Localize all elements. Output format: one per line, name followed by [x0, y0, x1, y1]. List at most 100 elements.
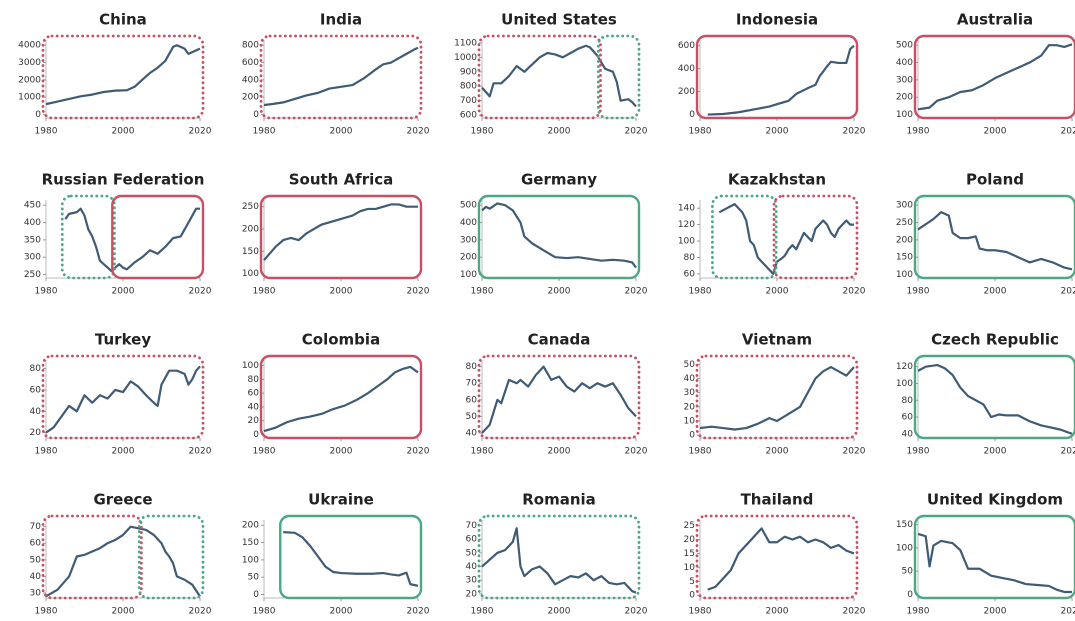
x-tick-label: 2000 — [984, 287, 1007, 297]
highlight-box — [477, 194, 641, 280]
y-tick-label: 25 — [684, 521, 695, 531]
y-tick-label: 60 — [30, 539, 42, 549]
highlight-box — [259, 194, 423, 280]
x-tick-label: 2000 — [112, 127, 135, 137]
line — [917, 363, 1073, 435]
x-tick-label: 1980 — [471, 287, 494, 297]
y-tick-label: 200 — [242, 224, 259, 234]
y-tick-label: 250 — [24, 270, 41, 280]
line — [707, 527, 855, 591]
y-tick-label: 0 — [689, 110, 695, 120]
x-tick-label: 2000 — [112, 607, 135, 617]
y-tick-label: 50 — [248, 573, 260, 583]
y-tick-label: 700 — [460, 96, 477, 106]
x-tick-label: 2000 — [112, 447, 135, 457]
y-tick-label: 20 — [684, 402, 696, 412]
chart-title: Colombia — [302, 331, 380, 349]
chart-title: Russian Federation — [42, 171, 205, 189]
x-tick-label: 1980 — [907, 607, 930, 617]
y-tick-label: 100 — [242, 361, 259, 371]
y-tick-label: 400 — [896, 58, 913, 68]
x-tick-label: 1980 — [689, 287, 712, 297]
y-tick-label: 100 — [896, 379, 913, 389]
chart-title: Kazakhstan — [728, 171, 826, 189]
y-tick-label: 80 — [466, 362, 478, 372]
chart-title: Romania — [522, 491, 596, 509]
y-tick-label: 40 — [466, 429, 478, 439]
x-tick-label: 2020 — [1061, 287, 1075, 297]
y-tick-label: 0 — [35, 110, 41, 120]
y-tick-label: 80 — [248, 375, 260, 385]
y-tick-label: 3000 — [18, 58, 41, 68]
y-tick-label: 50 — [30, 555, 42, 565]
y-tick-label: 400 — [678, 64, 695, 74]
y-tick-label: 900 — [460, 67, 477, 77]
highlight-box — [695, 34, 859, 120]
highlight-box — [772, 194, 859, 280]
y-tick-label: 60 — [466, 535, 478, 545]
y-tick-label: 200 — [242, 521, 259, 531]
line — [481, 44, 637, 108]
chart-title: Greece — [93, 491, 152, 509]
y-tick-label: 30 — [684, 388, 696, 398]
y-tick-label: 100 — [896, 110, 913, 120]
y-tick-label: 0 — [907, 590, 913, 600]
y-tick-label: 4000 — [18, 41, 41, 51]
y-tick-label: 0 — [689, 431, 695, 441]
chart-title: Czech Republic — [931, 331, 1059, 349]
x-tick-label: 1980 — [35, 447, 58, 457]
highlight-box — [477, 34, 602, 120]
y-tick-label: 200 — [460, 253, 477, 263]
chart-title: Ukraine — [308, 491, 374, 509]
x-tick-label: 2000 — [330, 287, 353, 297]
y-tick-label: 15 — [684, 549, 695, 559]
x-tick-label: 1980 — [471, 607, 494, 617]
x-tick-label: 2020 — [625, 607, 648, 617]
highlight-box — [41, 354, 205, 440]
highlight-box — [695, 514, 859, 600]
y-tick-label: 70 — [466, 521, 478, 531]
x-tick-label: 2000 — [330, 607, 353, 617]
y-tick-label: 300 — [24, 253, 41, 263]
y-tick-label: 150 — [242, 538, 259, 548]
line — [283, 531, 419, 587]
x-tick-label: 2000 — [984, 607, 1007, 617]
y-tick-label: 200 — [896, 93, 913, 103]
highlight-box — [111, 194, 205, 280]
x-tick-label: 1980 — [35, 607, 58, 617]
x-tick-label: 2020 — [407, 607, 430, 617]
highlight-box — [695, 354, 859, 440]
y-tick-label: 100 — [242, 269, 259, 279]
highlight-box — [913, 194, 1075, 280]
y-tick-label: 50 — [684, 360, 696, 370]
y-tick-label: 120 — [896, 362, 913, 372]
line — [699, 365, 855, 431]
line — [481, 527, 637, 594]
chart-title: Poland — [966, 171, 1024, 189]
y-tick-label: 30 — [466, 576, 478, 586]
y-tick-label: 600 — [460, 111, 477, 121]
y-tick-label: 800 — [242, 41, 259, 51]
y-tick-label: 80 — [30, 364, 42, 374]
y-tick-label: 50 — [466, 548, 478, 558]
y-tick-label: 60 — [684, 269, 696, 279]
y-tick-label: 250 — [896, 218, 913, 228]
x-tick-label: 1980 — [907, 127, 930, 137]
x-tick-label: 1980 — [689, 127, 712, 137]
y-tick-label: 20 — [466, 589, 478, 599]
y-tick-label: 10 — [684, 563, 696, 573]
y-tick-label: 500 — [896, 41, 913, 51]
x-tick-label: 1980 — [907, 447, 930, 457]
y-tick-label: 100 — [896, 270, 913, 280]
line — [45, 525, 201, 598]
x-tick-label: 2000 — [984, 447, 1007, 457]
line — [707, 44, 855, 116]
y-tick-label: 150 — [896, 520, 913, 530]
x-tick-label: 2020 — [625, 287, 648, 297]
x-tick-label: 2000 — [548, 607, 571, 617]
x-tick-label: 1980 — [253, 447, 276, 457]
x-tick-label: 2000 — [112, 287, 135, 297]
y-tick-label: 60 — [248, 389, 260, 399]
highlight-box — [137, 514, 205, 600]
